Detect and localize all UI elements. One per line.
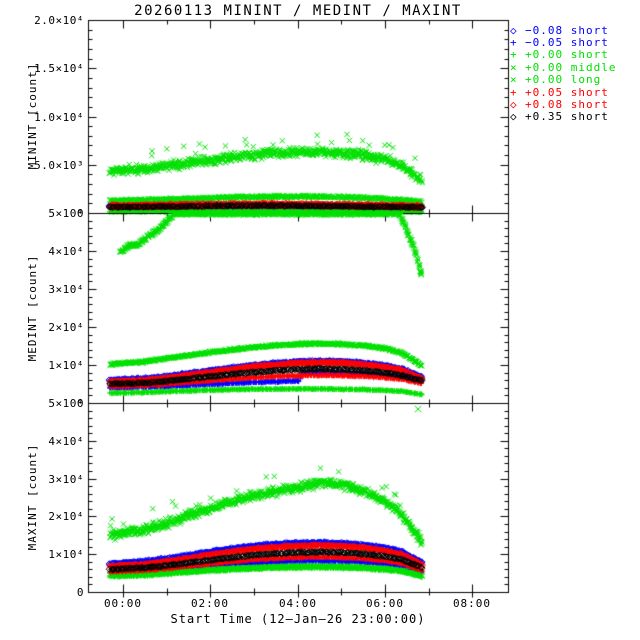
legend-item: ◇ −0.08 short [510, 23, 640, 37]
x-tick-label: 02:00 [190, 597, 230, 610]
x-axis-title: Start Time (12–Jan–26 23:00:00) [170, 612, 426, 626]
x-tick-label: 00:00 [103, 597, 143, 610]
legend-label: +0.00 long [525, 73, 602, 87]
y-tick-label: 3×10⁴ [48, 472, 84, 486]
legend-label: +0.00 short [525, 48, 609, 62]
legend-item: + +0.00 short [510, 48, 640, 62]
plus-marker-icon: + [510, 48, 518, 62]
x-tick-label: 08:00 [452, 597, 492, 610]
plus-marker-icon: + [510, 36, 518, 50]
y-tick-label: 1.0×10⁴ [34, 110, 84, 124]
chart-title: 20260113 MININT / MEDINT / MAXINT [134, 3, 462, 19]
y-tick-label: 1×10⁴ [48, 359, 84, 372]
legend-label: +0.35 short [525, 110, 609, 124]
plus-marker-icon: + [510, 85, 518, 99]
legend-item: × +0.00 long [510, 73, 640, 87]
y-tick-label: 5×10⁴ [48, 397, 84, 410]
diamond-marker-icon: ◇ [510, 23, 518, 37]
legend-item: ◇ +0.08 short [510, 98, 640, 112]
cross-marker-icon: × [510, 60, 518, 74]
legend: ◇ −0.08 short + −0.05 short + +0.00 shor… [510, 23, 640, 124]
y-tick-label: 2×10⁴ [48, 510, 84, 524]
y-tick-label: 0 [76, 207, 84, 220]
legend-item: × +0.00 middle [510, 60, 640, 74]
y-tick-label: 4×10⁴ [48, 434, 84, 448]
y-tick-label: 2×10⁴ [48, 321, 84, 334]
legend-item: + −0.05 short [510, 36, 640, 50]
y-tick-label: 2.0×10⁴ [34, 14, 84, 27]
y-tick-label: 1×10⁴ [48, 548, 84, 562]
y-tick-label: 1.5×10⁴ [34, 62, 84, 76]
legend-label: +0.00 middle [525, 60, 617, 74]
legend-label: +0.08 short [525, 98, 609, 112]
legend-label: −0.08 short [525, 23, 609, 37]
legend-item: ◇ +0.35 short [510, 110, 640, 124]
y-tick-label: 5×10⁴ [48, 207, 84, 220]
diamond-marker-icon: ◇ [510, 98, 518, 112]
y-tick-label: 0 [76, 586, 84, 599]
legend-label: +0.05 short [525, 85, 609, 99]
cross-marker-icon: × [510, 73, 518, 87]
legend-item: + +0.05 short [510, 85, 640, 99]
diamond-marker-icon: ◇ [510, 110, 518, 124]
y-tick-label: 4×10⁴ [48, 245, 84, 258]
y-tick-label: 5.0×10³ [34, 158, 84, 172]
y-tick-label: 0 [76, 397, 84, 410]
legend-label: −0.05 short [525, 36, 609, 50]
y-tick-label: 3×10⁴ [48, 283, 84, 296]
x-tick-label: 04:00 [278, 597, 318, 610]
x-tick-label: 06:00 [365, 597, 405, 610]
